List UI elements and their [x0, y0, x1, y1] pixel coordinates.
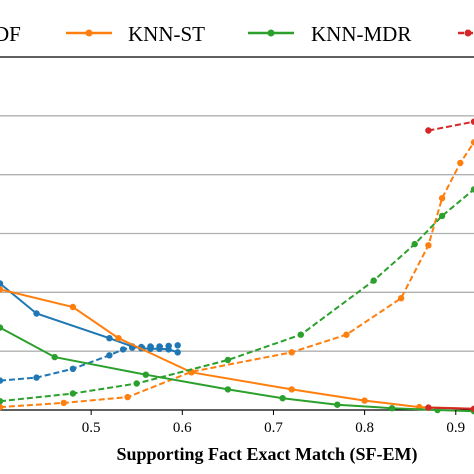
series-4-point-8	[425, 242, 432, 249]
series-2-point-9	[156, 343, 163, 350]
series-4-point-6	[343, 331, 350, 338]
series-7-point-2	[470, 118, 474, 125]
series-4-point-3	[124, 393, 131, 401]
series-6	[0, 186, 474, 405]
series-4-point-11	[470, 139, 474, 146]
series-6-point-8	[438, 212, 446, 220]
series-2-point-4	[106, 352, 113, 359]
series-5-point-4	[224, 386, 232, 393]
series-5-point-7	[388, 405, 396, 412]
series-layer	[0, 118, 474, 415]
series-1-point-2	[33, 310, 40, 317]
series-8	[425, 404, 474, 412]
series-2-point-11	[174, 342, 181, 349]
series-6-point-1	[0, 398, 4, 405]
series-2-point-10	[165, 342, 172, 350]
legend-marker-red	[464, 29, 472, 37]
series-1-point-3	[106, 335, 113, 342]
series-2-point-5	[119, 346, 127, 353]
x-tick-label-5: 0.9	[446, 420, 465, 436]
series-5-point-1	[0, 324, 4, 331]
series-2-point-3	[69, 365, 77, 372]
x-tick-label-3: 0.7	[264, 420, 283, 436]
series-5-point-3	[142, 371, 149, 378]
series-6-point-6	[370, 277, 377, 284]
series-8-point-2	[470, 405, 474, 412]
series-7	[425, 118, 474, 134]
series-5-point-6	[334, 401, 341, 408]
series-1-point-9	[174, 349, 181, 356]
x-tick-label-4: 0.8	[355, 420, 374, 436]
series-8-line	[428, 406, 474, 410]
series-3-point-1	[0, 286, 4, 293]
series-6-point-9	[470, 186, 474, 193]
series-8-point-1	[425, 404, 432, 411]
series-3-line	[0, 288, 474, 410]
series-6-point-3	[133, 380, 140, 387]
series-6-point-7	[411, 240, 418, 248]
legend-label-knn-mdr: KNN-MDR	[311, 22, 411, 46]
series-3-point-3	[115, 335, 122, 342]
series-6-point-5	[297, 331, 304, 338]
series-1-point-1	[0, 280, 4, 287]
series-4-point-5	[288, 349, 295, 356]
series-4-point-10	[457, 159, 464, 167]
series-7-line	[428, 120, 474, 132]
series-3-point-6	[361, 397, 368, 404]
series-4	[0, 139, 474, 411]
legend-marker-knn-st	[85, 29, 93, 37]
series-5-point-5	[279, 395, 286, 402]
series-2-point-2	[33, 374, 40, 381]
series-4-point-7	[397, 295, 405, 302]
series-4-point-2	[60, 399, 67, 407]
series-3-point-2	[69, 303, 77, 311]
series-2-point-8	[147, 343, 154, 350]
legend-marker-knn-mdr	[267, 29, 275, 37]
series-2-point-1	[0, 377, 4, 384]
series-6-point-4	[224, 356, 232, 364]
x-axis-ticks: 0.5 0.6 0.7 0.8 0.9	[82, 410, 465, 436]
series-4-point-9	[438, 195, 446, 202]
x-tick-label-1: 0.5	[82, 420, 101, 436]
series-3-point-5	[288, 386, 295, 393]
series-7-point-1	[425, 127, 432, 134]
x-axis-label: Supporting Fact Exact Match (SF-EM)	[117, 444, 418, 465]
gridlines	[0, 115, 474, 352]
series-4-point-1	[0, 403, 4, 411]
legend-label-df: DF	[0, 22, 21, 46]
x-tick-label-2: 0.6	[173, 420, 192, 436]
legend-label-knn-st: KNN-ST	[128, 22, 205, 46]
series-6-point-2	[69, 390, 77, 397]
series-5	[0, 324, 474, 415]
series-5-point-2	[51, 353, 58, 361]
legend: DF KNN-ST KNN-MDR	[0, 22, 474, 46]
